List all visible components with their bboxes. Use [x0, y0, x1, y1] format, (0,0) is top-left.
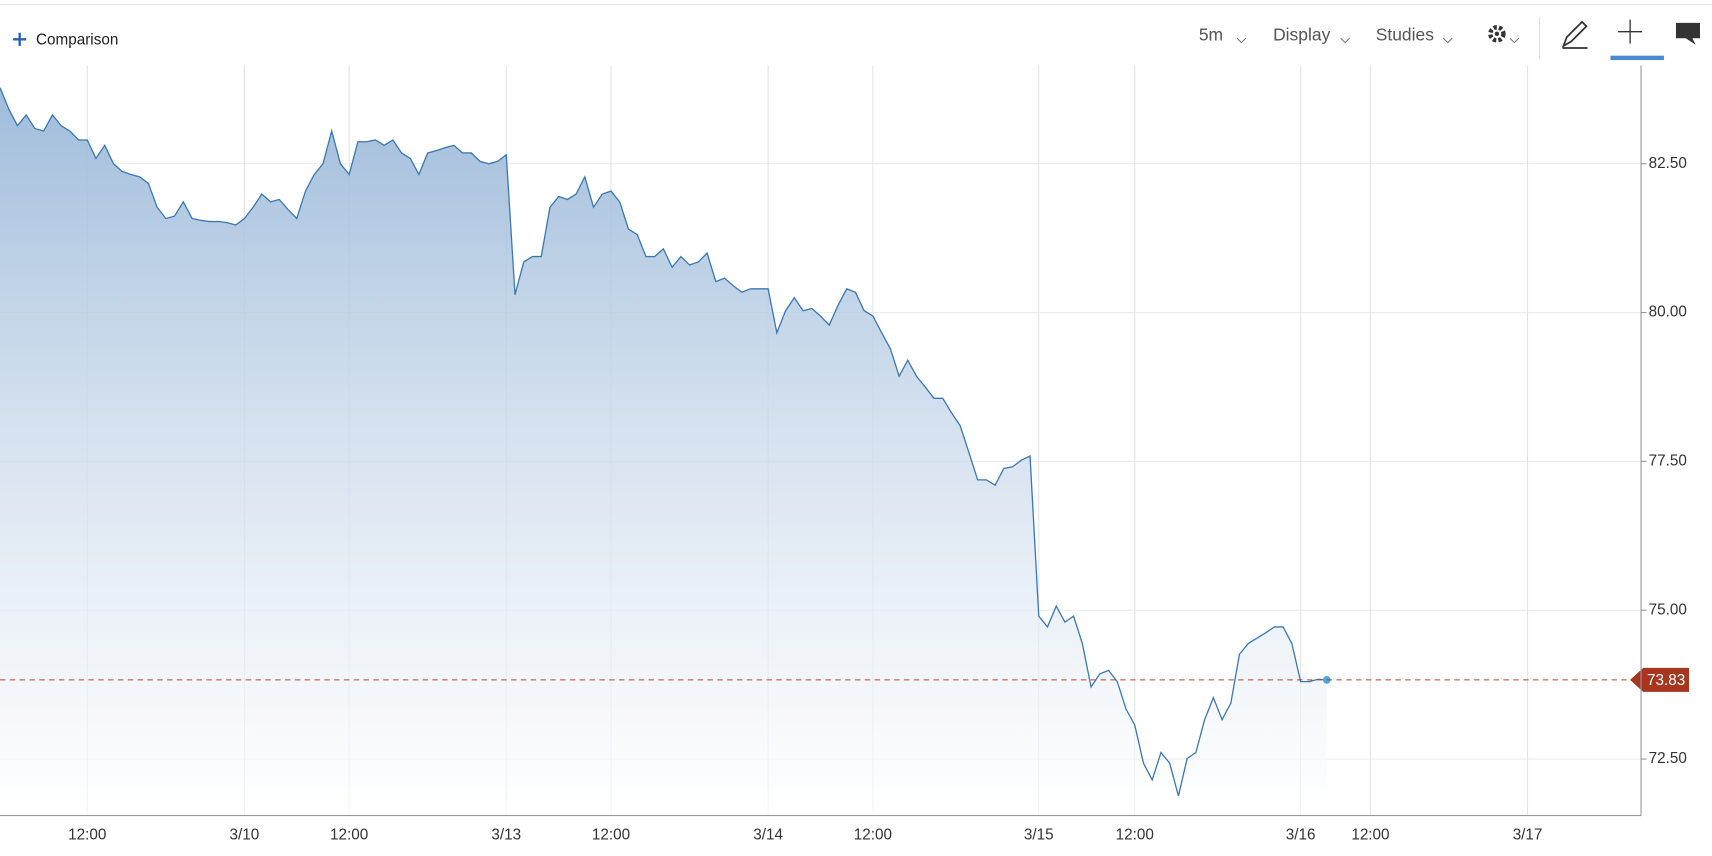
x-tick-label: 12:00 — [592, 826, 630, 843]
y-tick-label: 72.50 — [1649, 750, 1687, 767]
comparison-button[interactable]: Comparison — [13, 31, 118, 48]
active-indicator — [1610, 55, 1664, 61]
x-tick-label: 12:00 — [854, 826, 892, 843]
price-line — [0, 87, 1327, 797]
chevron — [1509, 37, 1520, 44]
price-area — [0, 87, 1327, 816]
studies-dropdown[interactable]: Studies — [1376, 25, 1434, 45]
y-tick-label: 82.50 — [1649, 155, 1687, 172]
y-tick-label: 75.00 — [1649, 601, 1687, 618]
x-tick-label: 12:00 — [1351, 826, 1389, 843]
x-tick-label: 3/13 — [491, 826, 521, 843]
last-price-label: 73.83 — [1647, 672, 1685, 689]
comment-icon[interactable] — [1675, 22, 1700, 45]
x-tick-label: 3/16 — [1286, 826, 1316, 843]
x-tick-label: 12:00 — [1116, 826, 1154, 843]
x-tick-label: 3/10 — [230, 826, 260, 843]
plus-icon — [13, 32, 27, 46]
gear-center — [1494, 31, 1500, 37]
interval-dropdown[interactable]: 5m — [1199, 25, 1223, 45]
x-tick-label: 12:00 — [68, 826, 106, 843]
draw-tool-icon[interactable] — [1561, 20, 1588, 49]
y-tick-label: 80.00 — [1649, 304, 1687, 321]
x-tick-label: 3/17 — [1513, 826, 1543, 843]
display-dropdown[interactable]: Display — [1273, 25, 1330, 45]
y-tick-label: 77.50 — [1649, 452, 1687, 469]
settings-button[interactable] — [1488, 25, 1520, 44]
plot-area: 72.50 75.00 77.50 80.00 82.50 12:00 3/10 12:00 3… — [0, 65, 1690, 843]
chevron — [1236, 37, 1247, 44]
comparison-label[interactable]: Comparison — [36, 31, 118, 48]
x-tick-label: 12:00 — [330, 826, 368, 843]
last-price-tag — [1630, 667, 1690, 692]
gear-icon — [1488, 25, 1506, 43]
chevron — [1340, 37, 1350, 44]
chevron — [1443, 37, 1453, 44]
crosshair-icon[interactable] — [1618, 19, 1643, 44]
x-tick-label: 3/14 — [753, 826, 783, 843]
x-tick-label: 3/15 — [1024, 826, 1054, 843]
